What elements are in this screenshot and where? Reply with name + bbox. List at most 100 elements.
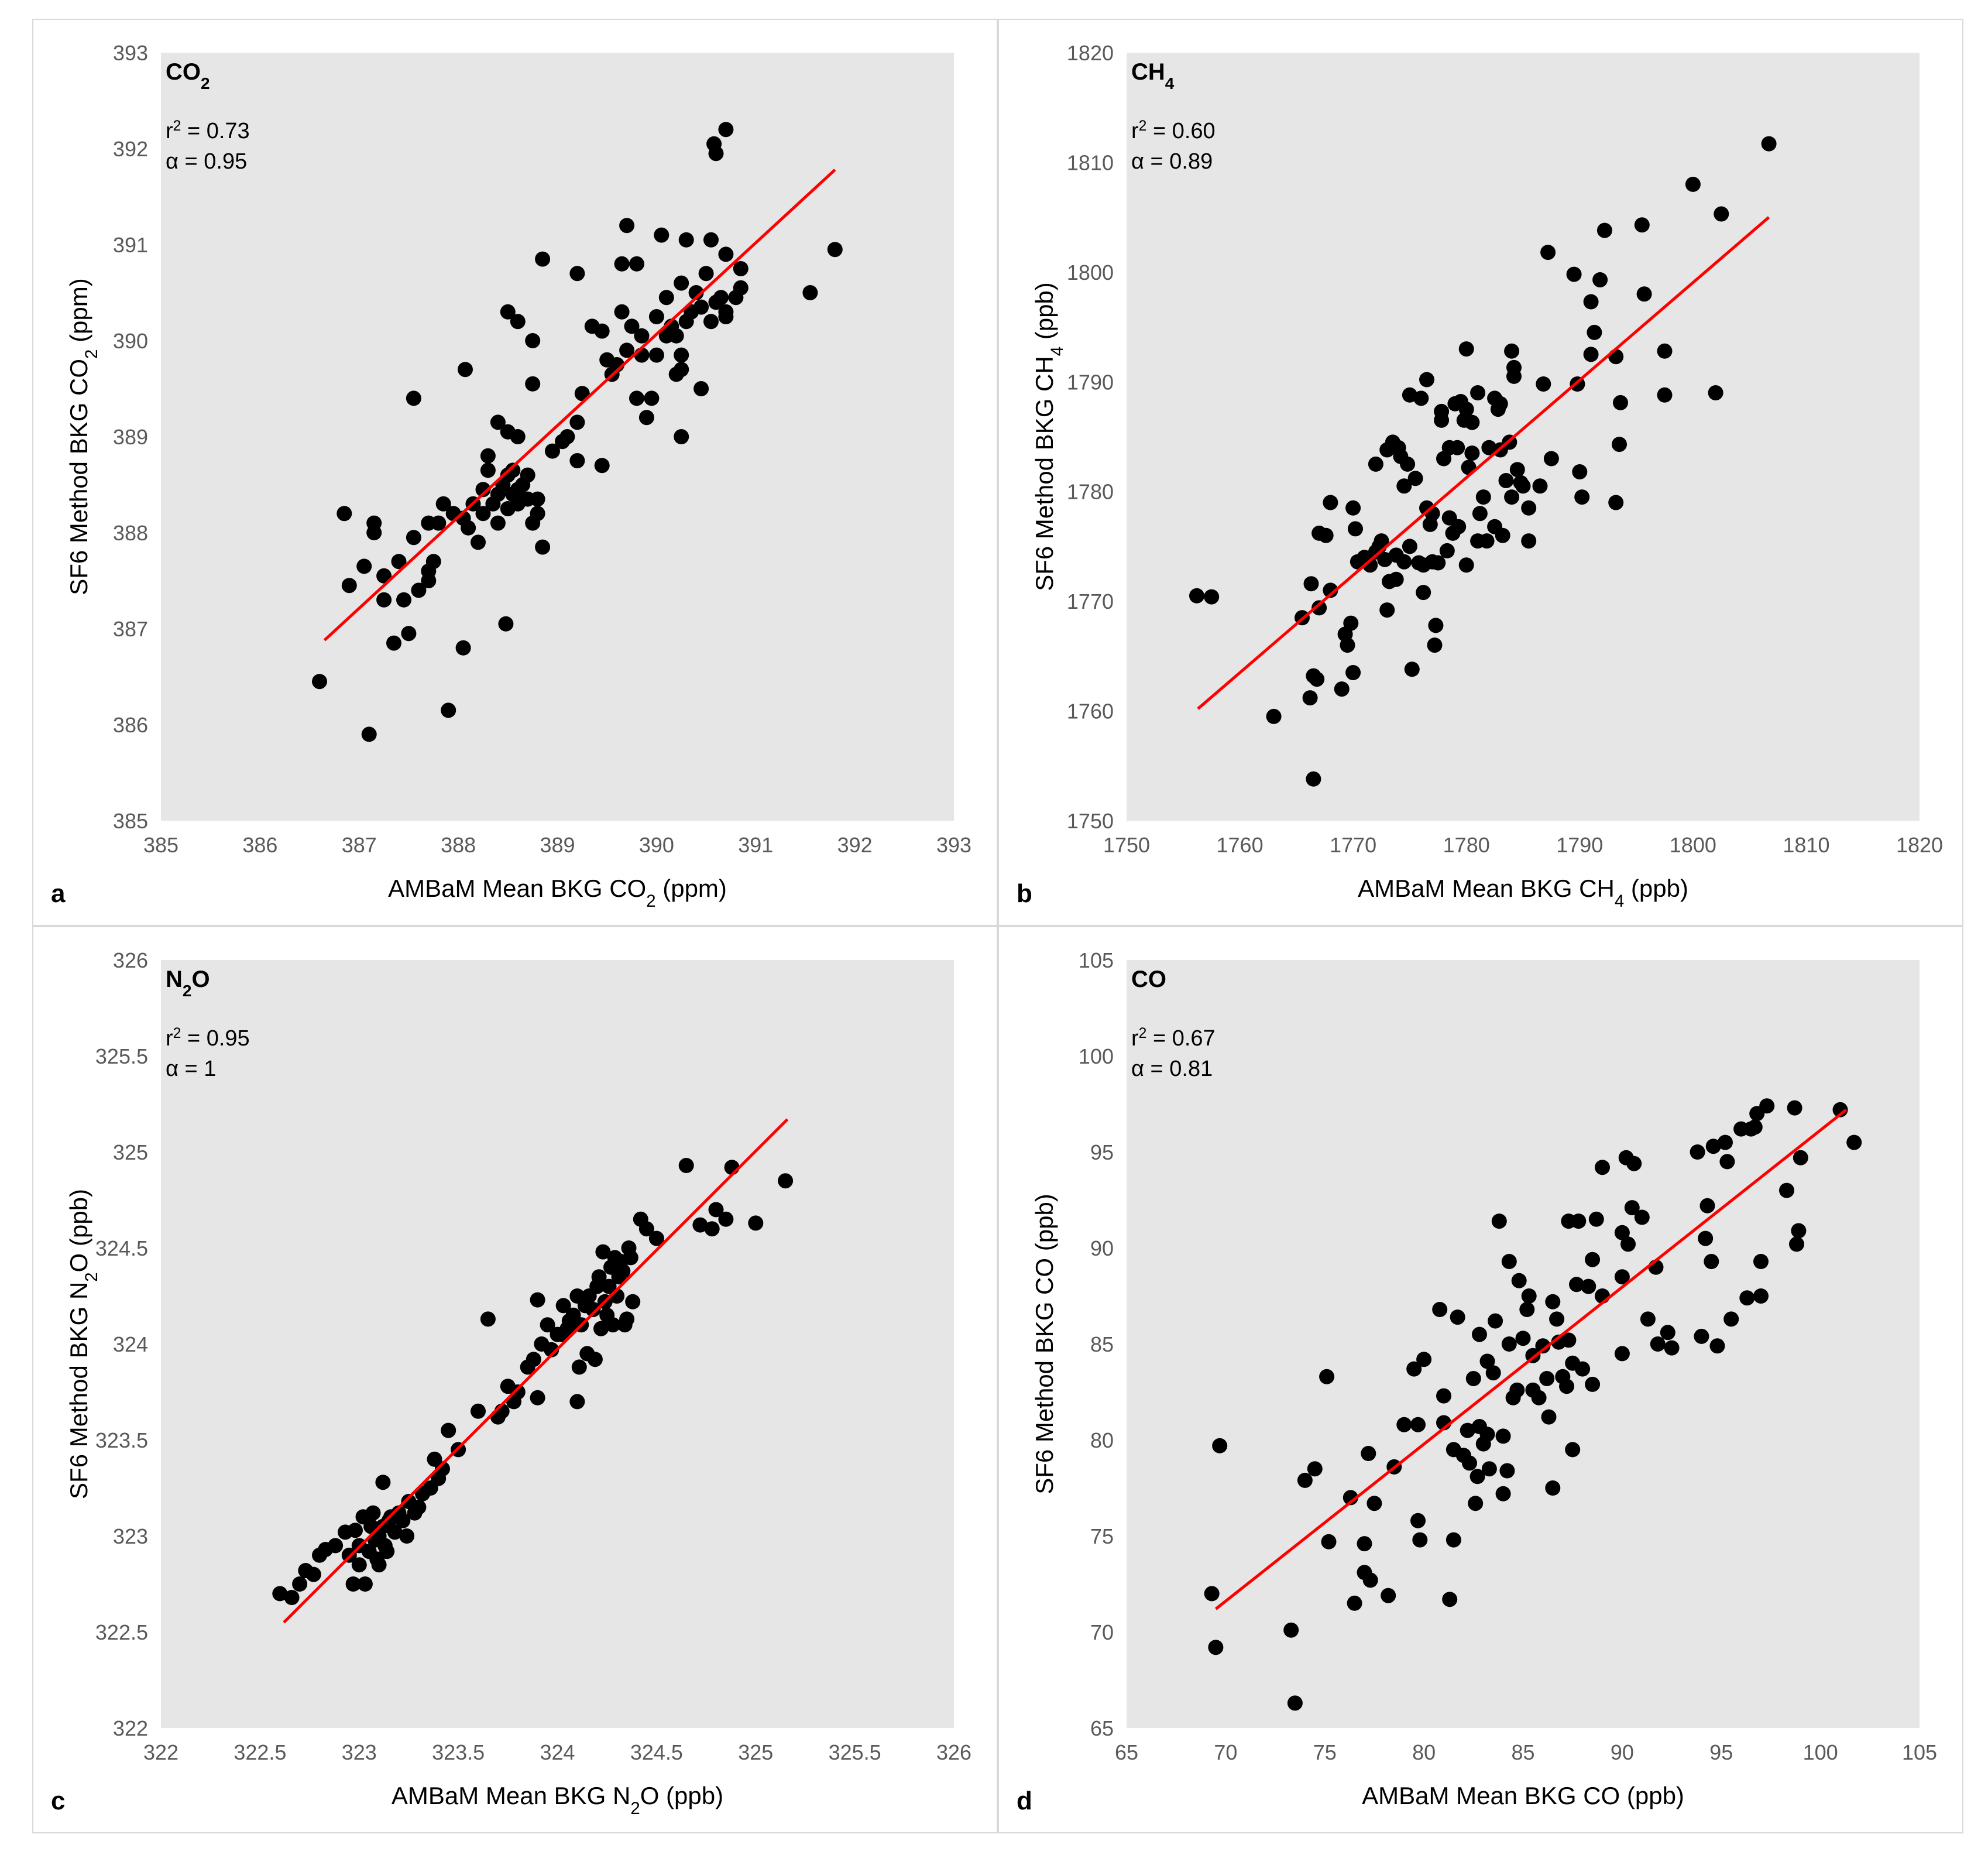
data-point	[1491, 1213, 1507, 1229]
data-point	[1753, 1254, 1769, 1269]
data-point	[571, 1359, 587, 1375]
data-point	[545, 443, 560, 459]
data-point	[1465, 1371, 1481, 1386]
data-point	[1583, 347, 1599, 362]
data-point	[1481, 1461, 1497, 1477]
data-point	[648, 1230, 664, 1246]
panel-b: 1750 1760 1770 1780 1790 1800 1810 1820 1750 1760…	[998, 19, 1963, 926]
data-point	[569, 1394, 585, 1410]
data-point	[648, 309, 664, 324]
panel-letter: b	[1017, 879, 1032, 908]
data-point	[668, 328, 684, 344]
x-tick-label: 1760	[1217, 833, 1263, 857]
y-tick-label: 1750	[1067, 809, 1114, 833]
x-tick-label: 388	[441, 833, 476, 857]
x-tick-label: 1800	[1670, 833, 1716, 857]
data-point	[480, 448, 496, 464]
data-point	[1427, 637, 1443, 653]
data-point	[1495, 1486, 1511, 1501]
data-point	[471, 1403, 486, 1419]
data-point	[1479, 1427, 1495, 1442]
data-point	[348, 1523, 363, 1538]
data-point	[629, 390, 644, 406]
data-point	[614, 304, 630, 320]
data-point	[345, 1576, 361, 1592]
y-tick-label: 105	[1079, 948, 1114, 972]
data-point	[1419, 372, 1434, 388]
data-point	[615, 1263, 631, 1279]
y-tick-label: 75	[1090, 1524, 1114, 1548]
data-point	[569, 414, 585, 430]
data-point	[490, 515, 506, 531]
data-point	[387, 1524, 403, 1540]
data-point	[1575, 1361, 1591, 1377]
data-point	[1587, 324, 1602, 340]
data-point	[366, 515, 382, 531]
data-point	[1302, 690, 1318, 706]
data-point	[827, 242, 843, 258]
x-tick-label: 90	[1611, 1740, 1634, 1764]
data-point	[337, 506, 352, 522]
y-tick-label: 386	[113, 713, 148, 737]
data-point	[678, 1158, 694, 1173]
panel-d: 65 70 75 80 85 90 95 100 105 65 70 75 80 85 90 95 100 105…	[998, 926, 1963, 1833]
data-point	[1714, 206, 1729, 222]
data-point	[1204, 1586, 1220, 1602]
y-tick-label: 1770	[1067, 589, 1114, 613]
data-point	[638, 1221, 654, 1237]
data-point	[1345, 500, 1361, 516]
data-point	[1287, 1695, 1303, 1711]
x-axis-label: AMBaM Mean BKG CO2 (ppm)	[388, 875, 727, 911]
data-point	[703, 232, 719, 248]
data-point	[526, 1352, 541, 1367]
data-point	[594, 458, 610, 474]
data-point	[1342, 1490, 1358, 1506]
data-point	[1536, 376, 1551, 392]
data-point	[292, 1576, 308, 1592]
data-point	[703, 314, 719, 330]
data-point	[708, 146, 724, 162]
data-point	[1636, 286, 1652, 302]
data-point	[674, 429, 689, 444]
data-point	[1498, 473, 1514, 488]
data-point	[1690, 1144, 1705, 1160]
data-point	[458, 362, 473, 378]
data-point	[1613, 395, 1628, 410]
y-tick-label: 322	[113, 1716, 148, 1740]
x-tick-label: 385	[143, 833, 178, 857]
data-point	[455, 640, 471, 656]
x-axis-label: AMBaM Mean BKG N2O (ppb)	[392, 1782, 723, 1818]
y-tick-label: 100	[1079, 1044, 1114, 1068]
data-point	[1501, 1254, 1517, 1269]
data-point	[535, 251, 551, 267]
data-point	[1436, 1388, 1451, 1404]
panel-letter: a	[51, 879, 66, 908]
scatter-chart-n2o: 322 322.5 323 323.5 324 324.5 325 325.5 326 322 32…	[65, 948, 971, 1818]
y-tick-label: 1800	[1067, 260, 1114, 284]
data-point	[1318, 527, 1334, 543]
data-point	[1588, 1211, 1604, 1227]
data-point	[530, 1390, 545, 1405]
data-point	[1504, 343, 1520, 359]
y-tick-label: 70	[1090, 1620, 1114, 1644]
data-point	[693, 299, 709, 315]
scatter-chart-co: 65 70 75 80 85 90 95 100 105 65 70 75 80 85 90 95 100 105…	[1031, 948, 1937, 1809]
data-point	[1450, 440, 1465, 455]
data-point	[480, 1311, 496, 1327]
x-tick-label: 325.5	[829, 1740, 881, 1764]
data-point	[1549, 1311, 1565, 1327]
data-point	[530, 1292, 545, 1308]
data-point	[591, 1269, 607, 1285]
y-tick-label: 1790	[1067, 370, 1114, 394]
data-point	[1660, 1325, 1675, 1341]
data-point	[1368, 456, 1383, 472]
data-point	[411, 582, 427, 598]
data-point	[638, 410, 654, 426]
data-point	[1445, 1532, 1461, 1548]
data-point	[1469, 1469, 1485, 1485]
x-tick-label: 1770	[1330, 833, 1376, 857]
panel-c: 322 322.5 323 323.5 324 324.5 325 325.5 326 322 32…	[32, 926, 998, 1833]
data-point	[733, 280, 748, 296]
data-point	[391, 554, 407, 570]
data-point	[1515, 478, 1531, 494]
